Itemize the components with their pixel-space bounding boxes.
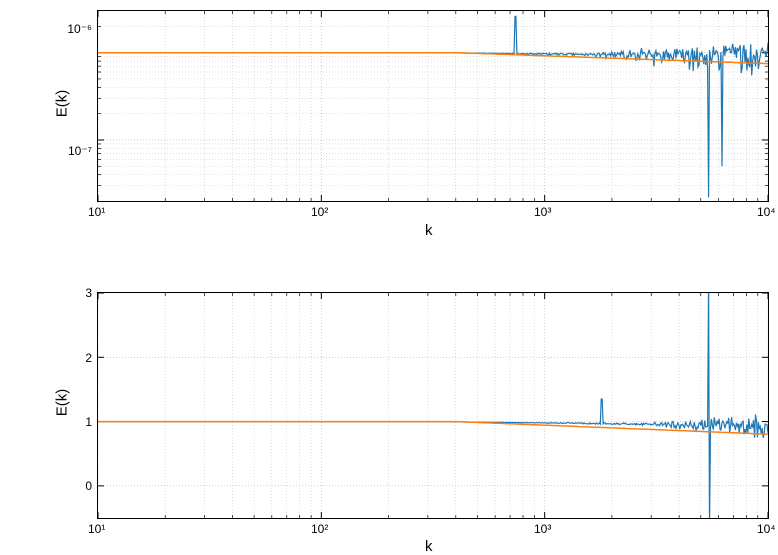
top-chart: E(k) k 10⁻⁷ 10⁻⁶ 10¹ 10² 10³ 10⁴: [0, 0, 778, 270]
top-ytick-0: 10⁻⁷: [68, 144, 92, 158]
top-xtick-3: 10⁴: [757, 205, 776, 219]
top-xlabel: k: [425, 222, 433, 239]
bottom-xtick-3: 10⁴: [757, 522, 776, 536]
bottom-ylabel: E(k): [54, 383, 71, 423]
top-plot-area: [97, 10, 769, 202]
bottom-xtick-2: 10³: [534, 522, 551, 536]
bottom-xtick-0: 10¹: [88, 522, 105, 536]
top-ytick-1: 10⁻⁶: [67, 22, 92, 36]
top-xtick-1: 10²: [311, 205, 328, 219]
bottom-ytick-3: 3: [85, 286, 92, 300]
top-xtick-0: 10¹: [88, 205, 105, 219]
bottom-ytick-1: 1: [85, 415, 92, 429]
bottom-chart: E(k) k 0 1 2 3 10¹ 10² 10³ 10⁴: [0, 282, 778, 552]
bottom-xtick-1: 10²: [311, 522, 328, 536]
bottom-svg: [98, 293, 768, 518]
bottom-ytick-0: 0: [85, 479, 92, 493]
top-svg: [98, 11, 768, 201]
figure: E(k) k 10⁻⁷ 10⁻⁶ 10¹ 10² 10³ 10⁴ E(k) k …: [0, 0, 778, 555]
top-ylabel: E(k): [54, 84, 71, 124]
top-xtick-2: 10³: [534, 205, 551, 219]
bottom-xlabel: k: [425, 538, 433, 555]
bottom-ytick-2: 2: [85, 351, 92, 365]
bottom-plot-area: [97, 292, 769, 519]
